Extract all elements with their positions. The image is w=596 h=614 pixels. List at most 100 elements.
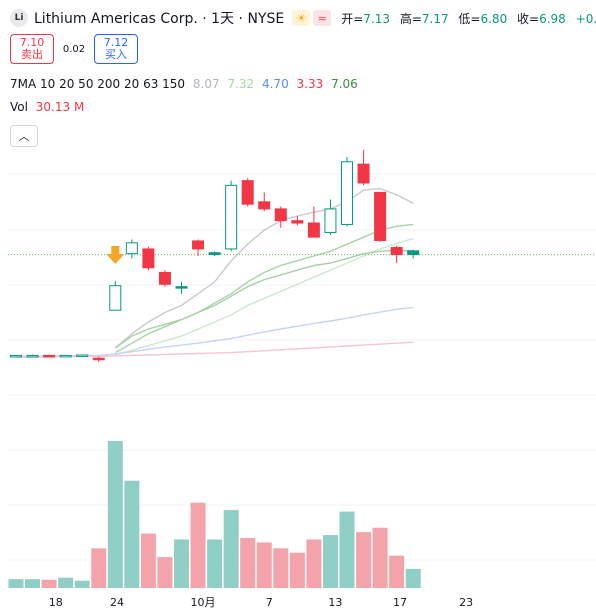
volume-bar bbox=[322, 535, 338, 588]
volume-label: Vol bbox=[10, 100, 28, 114]
x-tick-label: 13 bbox=[328, 596, 342, 609]
candle-body bbox=[241, 180, 254, 205]
candle-body bbox=[407, 250, 420, 256]
ma-value-5: 7.06 bbox=[331, 77, 358, 91]
candle-body bbox=[92, 357, 105, 361]
volume-bar bbox=[372, 527, 388, 588]
volume-bar bbox=[190, 502, 206, 588]
high-value: 7.17 bbox=[421, 11, 449, 26]
candlesticks bbox=[10, 150, 420, 363]
trade-panel: 7.10 卖出 0.02 7.12 买入 bbox=[10, 34, 138, 64]
volume-bar bbox=[389, 555, 405, 588]
x-axis: 18 24 10月 7 13 17 23 bbox=[49, 596, 473, 609]
volume-bar bbox=[25, 579, 41, 588]
sell-button[interactable]: 7.10 卖出 bbox=[10, 34, 54, 64]
candle-body bbox=[258, 201, 271, 210]
collapse-legend-button[interactable]: ︿ bbox=[10, 125, 38, 147]
volume-bar bbox=[356, 532, 372, 588]
candle-body bbox=[225, 184, 238, 250]
sell-label: 卖出 bbox=[21, 48, 43, 61]
high-label: 高= bbox=[399, 11, 422, 26]
volume-bar bbox=[306, 539, 322, 588]
candle-body bbox=[76, 354, 89, 357]
volume-bar bbox=[41, 579, 57, 588]
ma-legend-label: 7MA 10 20 50 200 20 63 150 bbox=[10, 77, 186, 91]
close-value: 6.98 bbox=[539, 11, 566, 26]
x-tick-label: 23 bbox=[459, 596, 473, 609]
change-value: +0. bbox=[575, 11, 596, 26]
candle-body bbox=[142, 248, 155, 269]
chart-grid bbox=[8, 173, 596, 561]
low-label: 低= bbox=[458, 11, 481, 26]
candle-body bbox=[26, 354, 39, 358]
candle-body bbox=[192, 240, 205, 250]
volume-bar bbox=[157, 557, 173, 588]
candle-body bbox=[59, 354, 72, 358]
ma-line bbox=[114, 249, 414, 349]
sell-price: 7.10 bbox=[19, 36, 45, 49]
volume-bar bbox=[273, 548, 289, 588]
candle-body bbox=[324, 208, 337, 233]
candle-body bbox=[291, 220, 304, 224]
candle-body bbox=[341, 161, 353, 225]
symbol-title[interactable]: Lithium Americas Corp. · 1天 · NYSE bbox=[34, 11, 285, 27]
spread-value: 0.02 bbox=[62, 43, 86, 55]
x-tick-label: 10月 bbox=[191, 596, 216, 609]
ma-line bbox=[114, 223, 414, 354]
volume-bars bbox=[8, 441, 421, 588]
candle-body bbox=[357, 163, 370, 184]
candle-body bbox=[109, 285, 122, 311]
x-tick-label: 17 bbox=[393, 596, 407, 609]
chart-header: Li Lithium Americas Corp. · 1天 · NYSE ☀ … bbox=[10, 8, 596, 28]
candle-body bbox=[274, 208, 287, 222]
volume-bar bbox=[240, 538, 256, 588]
volume-bar bbox=[74, 580, 90, 588]
candle-body bbox=[158, 272, 171, 285]
ma-line bbox=[115, 237, 414, 356]
volume-bar bbox=[140, 533, 156, 588]
candle-body bbox=[125, 242, 138, 255]
candle-body bbox=[390, 247, 403, 256]
ma-line bbox=[16, 306, 414, 358]
x-tick-label: 7 bbox=[266, 596, 273, 609]
volume-bar bbox=[107, 441, 123, 588]
ma-value-4: 3.33 bbox=[296, 77, 324, 91]
volume-bar bbox=[339, 511, 355, 588]
volume-legend[interactable]: Vol 30.13 M bbox=[10, 100, 84, 114]
x-tick-label: 24 bbox=[110, 596, 124, 609]
ma-value-2: 7.32 bbox=[227, 77, 255, 91]
chevron-up-icon: ︿ bbox=[18, 130, 30, 143]
buy-price: 7.12 bbox=[103, 36, 129, 49]
ma-value-1: 8.07 bbox=[192, 77, 220, 91]
open-label: 开= bbox=[341, 11, 364, 26]
down-arrow-marker bbox=[106, 246, 125, 264]
candle-body bbox=[175, 286, 188, 289]
buy-label: 买入 bbox=[105, 48, 127, 61]
x-tick-label: 18 bbox=[49, 596, 63, 609]
candle-body bbox=[43, 354, 56, 358]
candle-body bbox=[374, 191, 387, 241]
open-value: 7.13 bbox=[363, 11, 390, 26]
wave-icon[interactable]: ≈ bbox=[313, 10, 332, 26]
volume-value: 30.13 M bbox=[35, 100, 85, 114]
ma-legend[interactable]: 7MA 10 20 50 200 20 63 150 8.07 7.32 4.7… bbox=[10, 77, 362, 91]
symbol-logo-icon[interactable]: Li bbox=[10, 9, 28, 27]
volume-bar bbox=[58, 577, 74, 588]
buy-button[interactable]: 7.12 买入 bbox=[94, 34, 138, 64]
volume-bar bbox=[207, 539, 223, 588]
ohlc-values: 开=7.13 高=7.17 低=6.80 收=6.98 +0. bbox=[341, 10, 596, 27]
volume-bar bbox=[405, 568, 421, 588]
candle-body bbox=[10, 354, 22, 358]
sun-icon[interactable]: ☀ bbox=[292, 10, 311, 26]
volume-bar bbox=[91, 548, 107, 588]
candle-body bbox=[307, 222, 320, 238]
ma-line bbox=[114, 187, 414, 349]
signal-marker bbox=[106, 246, 125, 264]
moving-average-lines bbox=[16, 187, 414, 358]
candle-body bbox=[208, 252, 221, 256]
ma-value-3: 4.70 bbox=[261, 77, 289, 91]
volume-bar bbox=[124, 480, 140, 588]
low-value: 6.80 bbox=[480, 11, 508, 26]
close-label: 收= bbox=[517, 11, 540, 26]
